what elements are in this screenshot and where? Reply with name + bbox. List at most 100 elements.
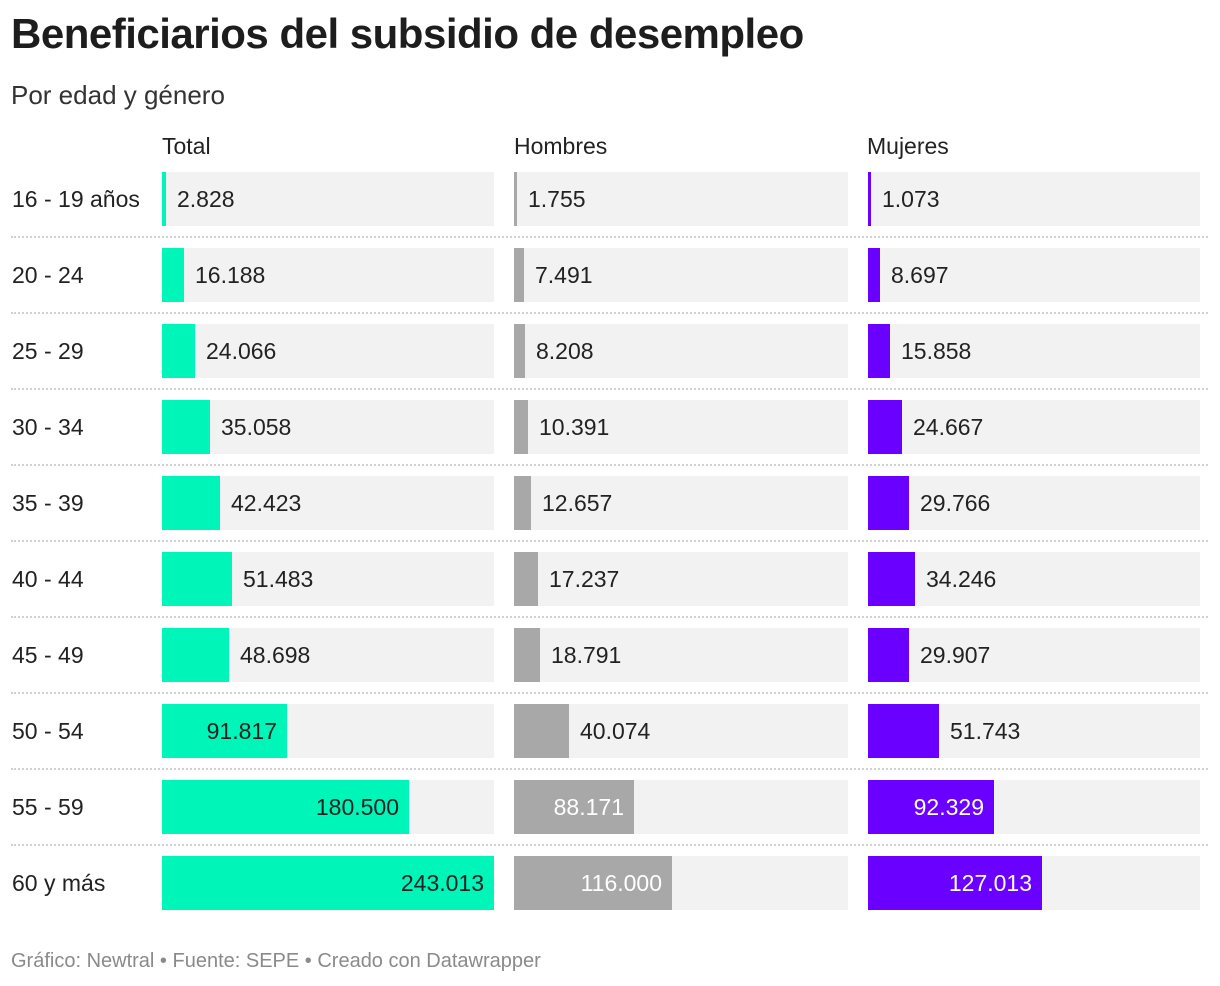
bar-total[interactable]	[162, 400, 210, 454]
bar-track-mujeres: 24.667	[868, 400, 1200, 454]
column-header-hombres: Hombres	[514, 133, 608, 159]
data-label-hombres: 12.657	[542, 490, 613, 516]
data-label-hombres: 18.791	[551, 642, 622, 668]
bar-track-total: 180.500	[162, 780, 494, 834]
row-label: 55 - 59	[12, 794, 84, 820]
row-label: 50 - 54	[12, 718, 84, 744]
row-label: 60 y más	[12, 870, 106, 896]
bar-track-total: 48.698	[162, 628, 494, 682]
column-header-total: Total	[162, 133, 211, 159]
row-label: 35 - 39	[12, 490, 84, 516]
bar-track-total: 2.828	[162, 172, 494, 226]
bar-hombres[interactable]	[514, 172, 517, 226]
bar-hombres[interactable]	[514, 628, 540, 682]
data-label-total: 42.423	[231, 490, 302, 516]
bar-mujeres[interactable]	[868, 172, 871, 226]
chart-footer: Gráfico: Newtral • Fuente: SEPE • Creado…	[11, 950, 541, 972]
row-separator	[11, 236, 1208, 238]
bar-track-mujeres: 1.073	[868, 172, 1200, 226]
row-separator	[11, 388, 1208, 390]
bar-track-total: 91.817	[162, 704, 494, 758]
bar-track-mujeres: 29.907	[868, 628, 1200, 682]
bar-track-mujeres: 29.766	[868, 476, 1200, 530]
row-label: 16 - 19 años	[12, 186, 140, 212]
bar-track-total: 243.013	[162, 856, 494, 910]
bar-track-hombres: 12.657	[514, 476, 848, 530]
data-label-total: 91.817	[206, 718, 277, 744]
bar-track-hombres: 1.755	[514, 172, 848, 226]
data-label-total: 51.483	[243, 566, 314, 592]
bar-hombres[interactable]	[514, 780, 634, 834]
bar-hombres[interactable]	[514, 248, 524, 302]
data-label-mujeres: 1.073	[882, 186, 940, 212]
bar-hombres[interactable]	[514, 552, 538, 606]
bar-total[interactable]	[162, 856, 494, 910]
data-label-hombres: 10.391	[539, 414, 610, 440]
bar-hombres[interactable]	[514, 324, 525, 378]
row-separator	[11, 692, 1208, 694]
bar-track-mujeres: 92.329	[868, 780, 1200, 834]
data-label-mujeres: 127.013	[948, 870, 1032, 896]
bar-track-total: 51.483	[162, 552, 494, 606]
bar-track-hombres: 116.000	[514, 856, 848, 910]
data-label-total: 16.188	[195, 262, 266, 288]
data-label-hombres: 1.755	[528, 186, 586, 212]
bar-track-hombres: 18.791	[514, 628, 848, 682]
row-label: 40 - 44	[12, 566, 84, 592]
bar-hombres[interactable]	[514, 856, 672, 910]
bar-track-mujeres: 127.013	[868, 856, 1200, 910]
bar-track-hombres: 88.171	[514, 780, 848, 834]
bar-mujeres[interactable]	[868, 628, 909, 682]
row-label: 25 - 29	[12, 338, 84, 364]
data-label-total: 24.066	[206, 338, 277, 364]
row-label: 45 - 49	[12, 642, 84, 668]
data-label-hombres: 17.237	[549, 566, 620, 592]
data-label-hombres: 88.171	[553, 794, 624, 820]
data-label-total: 180.500	[315, 794, 399, 820]
column-header-mujeres: Mujeres	[867, 133, 949, 159]
row-separator	[11, 616, 1208, 618]
bar-hombres[interactable]	[514, 476, 531, 530]
bar-track-hombres: 7.491	[514, 248, 848, 302]
data-label-total: 35.058	[221, 414, 292, 440]
bar-total[interactable]	[162, 172, 166, 226]
data-label-mujeres: 24.667	[913, 414, 984, 440]
data-label-mujeres: 15.858	[901, 338, 972, 364]
bar-track-mujeres: 15.858	[868, 324, 1200, 378]
bar-mujeres[interactable]	[868, 704, 939, 758]
data-label-total: 48.698	[240, 642, 311, 668]
bar-track-hombres: 17.237	[514, 552, 848, 606]
row-separator	[11, 540, 1208, 542]
row-label: 30 - 34	[12, 414, 84, 440]
bar-total[interactable]	[162, 476, 220, 530]
data-label-hombres: 40.074	[580, 718, 651, 744]
bar-total[interactable]	[162, 704, 287, 758]
bar-hombres[interactable]	[514, 704, 569, 758]
bar-mujeres[interactable]	[868, 780, 994, 834]
bar-total[interactable]	[162, 324, 195, 378]
bar-track-total: 24.066	[162, 324, 494, 378]
bar-hombres[interactable]	[514, 400, 528, 454]
bar-mujeres[interactable]	[868, 476, 909, 530]
bar-mujeres[interactable]	[868, 324, 890, 378]
data-label-hombres: 8.208	[536, 338, 594, 364]
bar-total[interactable]	[162, 628, 229, 682]
bar-mujeres[interactable]	[868, 248, 880, 302]
bar-total[interactable]	[162, 248, 184, 302]
bar-mujeres[interactable]	[868, 856, 1042, 910]
bar-total[interactable]	[162, 552, 232, 606]
bar-total[interactable]	[162, 780, 409, 834]
bar-track-mujeres: 34.246	[868, 552, 1200, 606]
row-separator	[11, 464, 1208, 466]
bar-mujeres[interactable]	[868, 552, 915, 606]
chart-title: Beneficiarios del subsidio de desempleo	[11, 10, 804, 57]
data-label-mujeres: 92.329	[913, 794, 984, 820]
bar-track-total: 35.058	[162, 400, 494, 454]
bar-mujeres[interactable]	[868, 400, 902, 454]
row-separator	[11, 312, 1208, 314]
bar-track-total: 16.188	[162, 248, 494, 302]
data-label-total: 2.828	[177, 186, 235, 212]
chart-subtitle: Por edad y género	[11, 80, 225, 110]
bar-track-hombres: 10.391	[514, 400, 848, 454]
data-label-hombres: 7.491	[535, 262, 593, 288]
